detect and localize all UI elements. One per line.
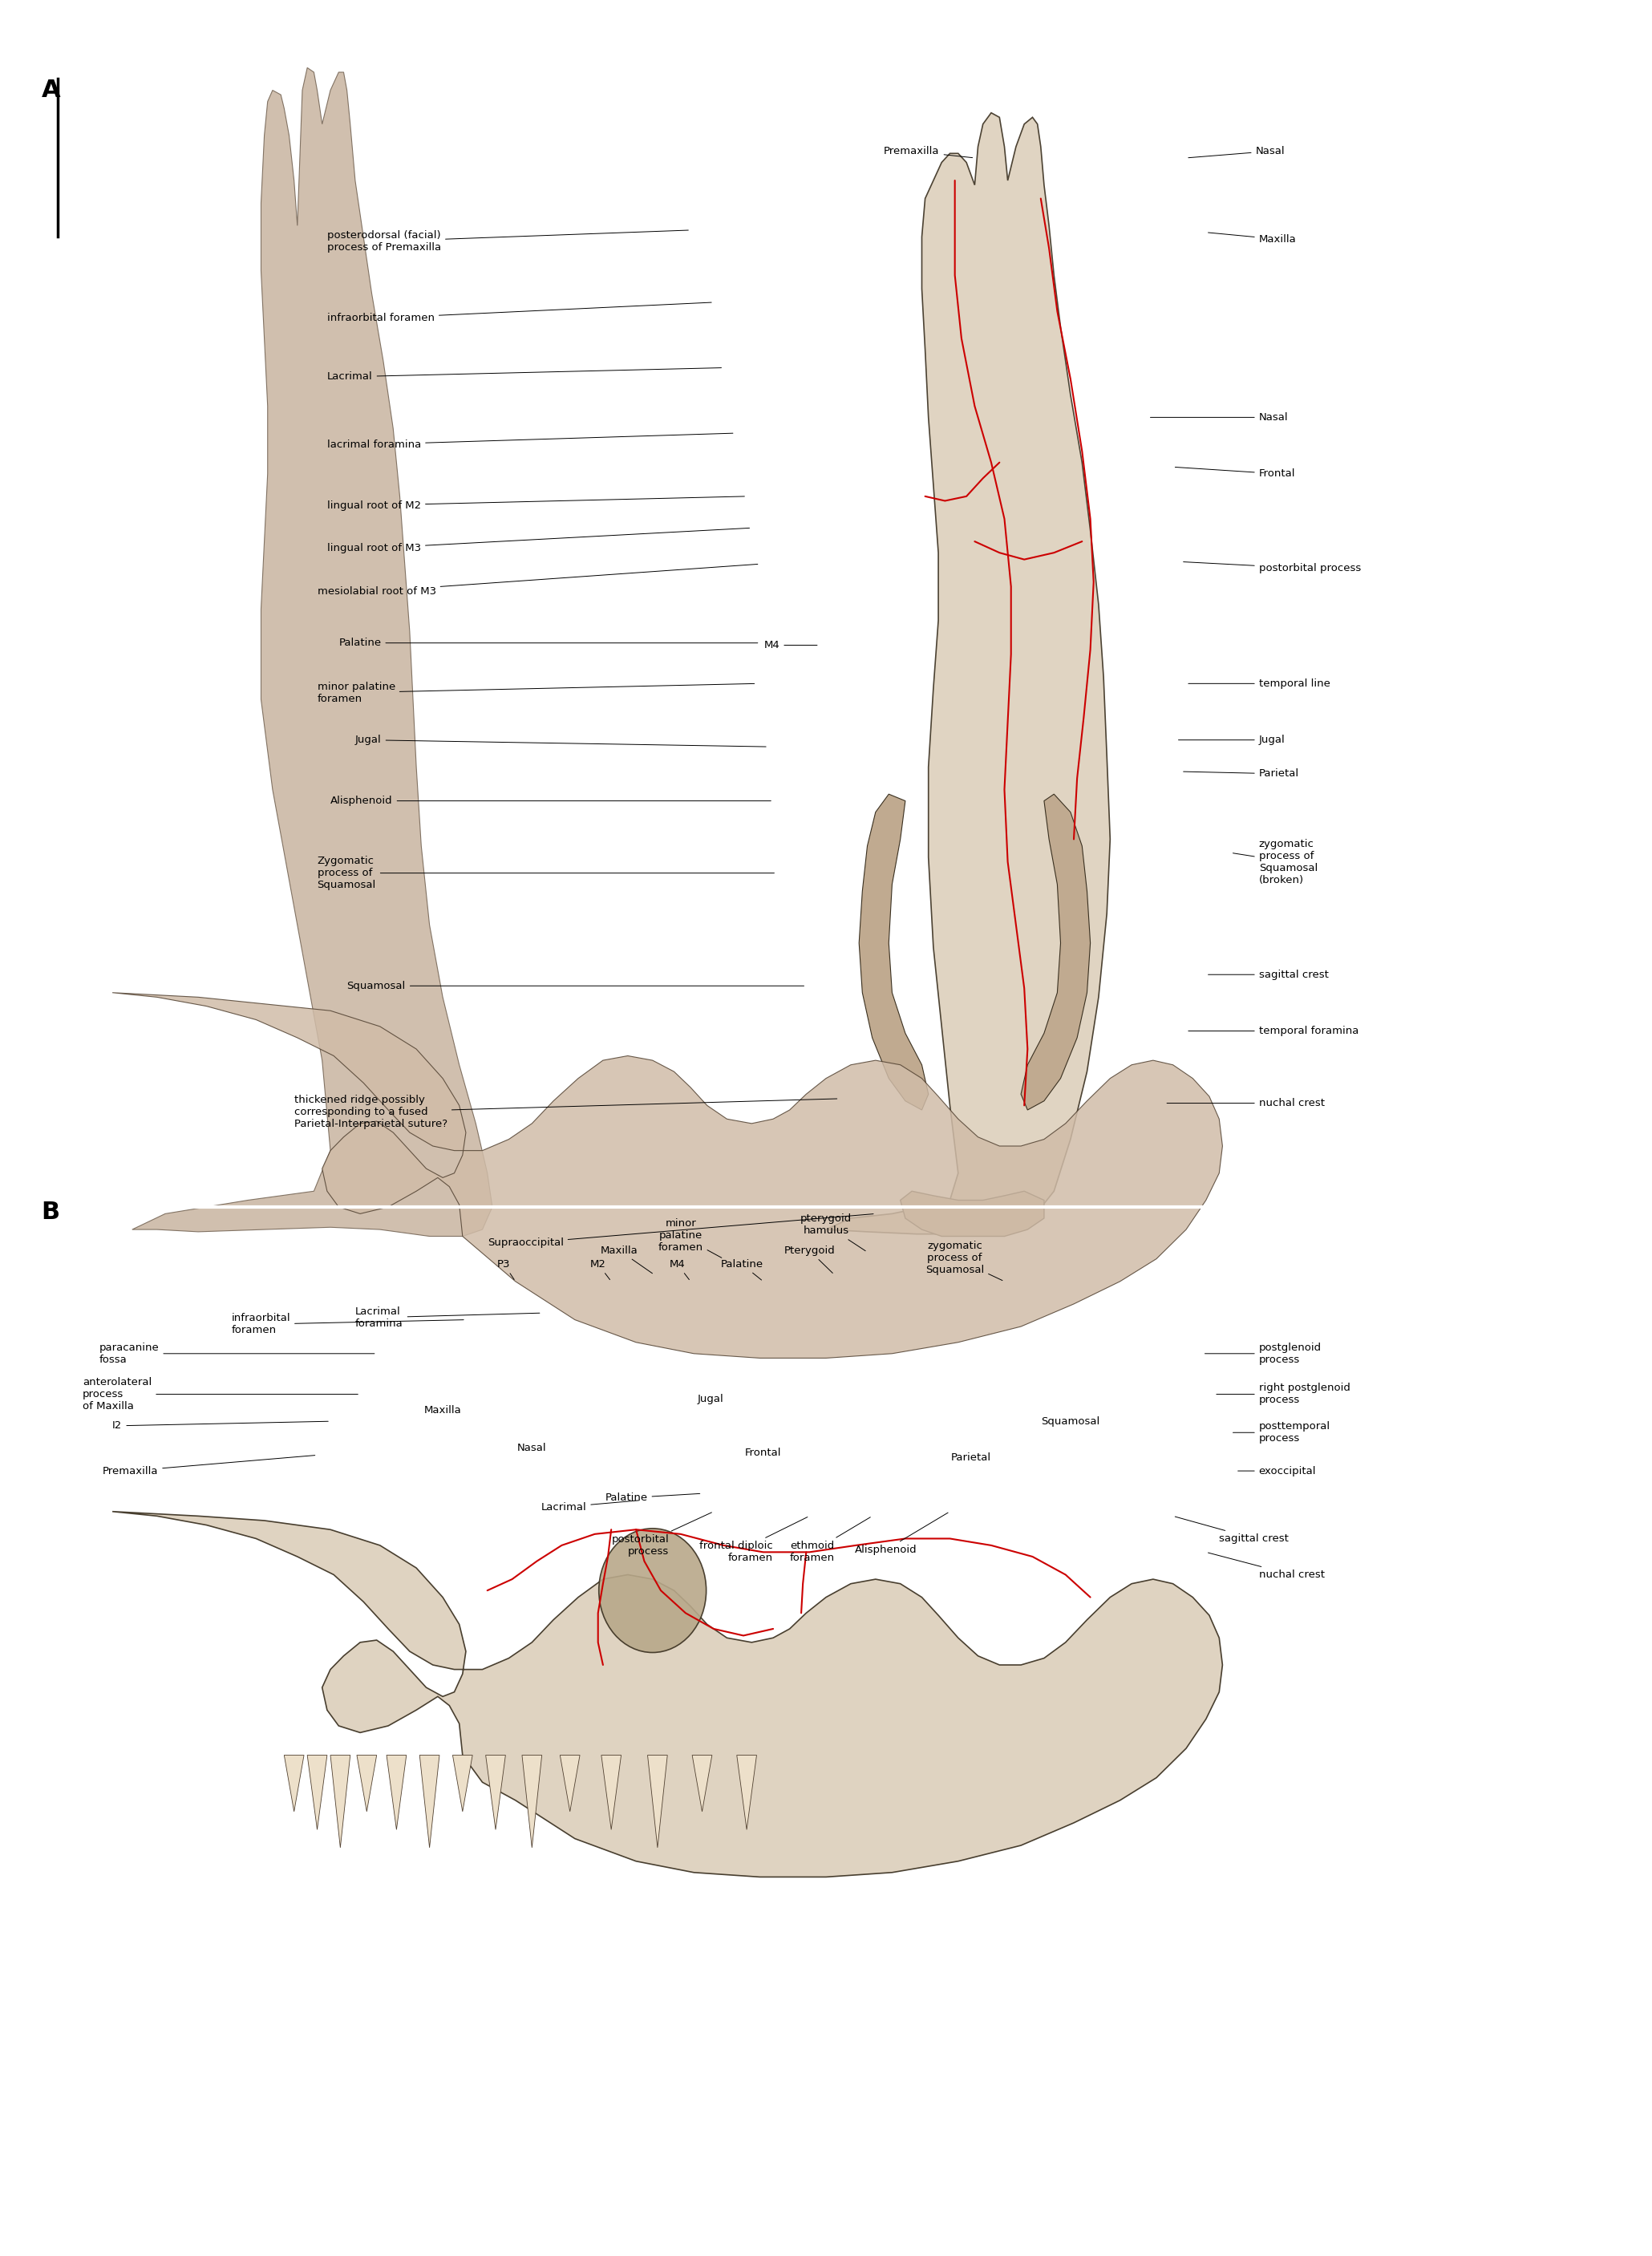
Text: temporal foramina: temporal foramina [1188,1026,1358,1036]
Text: Palatine: Palatine [605,1493,700,1502]
Text: Pterygoid: Pterygoid [785,1245,834,1272]
Text: I2: I2 [112,1421,329,1430]
Text: Jugal: Jugal [697,1394,724,1403]
Text: mesiolabial root of M3: mesiolabial root of M3 [317,564,758,596]
Text: right postglenoid
process: right postglenoid process [1216,1383,1350,1405]
Text: frontal diploic
foramen: frontal diploic foramen [699,1516,808,1563]
Text: Lacrimal
foramina: Lacrimal foramina [355,1306,540,1329]
Polygon shape [560,1755,580,1812]
Text: exoccipital: exoccipital [1237,1466,1317,1475]
Polygon shape [1021,794,1090,1110]
Text: M2: M2 [590,1259,610,1279]
Polygon shape [900,1191,1044,1236]
Text: Nasal: Nasal [1188,147,1285,158]
Text: infraorbital foramen: infraorbital foramen [327,302,712,323]
Polygon shape [387,1755,406,1830]
Text: infraorbital
foramen: infraorbital foramen [231,1313,464,1336]
Text: lingual root of M3: lingual root of M3 [327,528,750,553]
Text: postglenoid
process: postglenoid process [1204,1342,1322,1365]
Text: Squamosal: Squamosal [347,981,805,990]
Text: minor
palatine
foramen: minor palatine foramen [657,1218,722,1259]
Polygon shape [112,1512,1222,1877]
Polygon shape [522,1755,542,1848]
Text: paracanine
fossa: paracanine fossa [99,1342,375,1365]
Text: Jugal: Jugal [1178,735,1285,744]
Text: Parietal: Parietal [952,1453,991,1462]
Polygon shape [420,1755,439,1848]
Text: Alisphenoid: Alisphenoid [330,796,771,805]
Text: Jugal: Jugal [355,735,767,747]
Text: A: A [41,79,59,102]
Text: sagittal crest: sagittal crest [1175,1516,1289,1543]
Text: B: B [41,1200,59,1223]
Text: Lacrimal: Lacrimal [540,1500,639,1512]
Polygon shape [284,1755,304,1812]
Text: M4: M4 [763,641,818,650]
Polygon shape [737,1755,757,1830]
Text: Alisphenoid: Alisphenoid [854,1514,948,1554]
Text: anterolateral
process
of Maxilla: anterolateral process of Maxilla [83,1376,358,1412]
Text: Frontal: Frontal [1175,467,1295,478]
Text: nuchal crest: nuchal crest [1208,1552,1325,1579]
Text: P3: P3 [497,1259,514,1279]
Text: Nasal: Nasal [1150,413,1289,422]
Text: Nasal: Nasal [517,1444,547,1453]
Polygon shape [601,1755,621,1830]
Text: lingual root of M2: lingual root of M2 [327,496,745,510]
Text: ethmoid
foramen: ethmoid foramen [790,1518,871,1563]
Text: Premaxilla: Premaxilla [102,1455,316,1475]
Text: postorbital process: postorbital process [1183,562,1361,573]
Text: zygomatic
process of
Squamosal
(broken): zygomatic process of Squamosal (broken) [1232,839,1318,884]
Polygon shape [307,1755,327,1830]
Polygon shape [486,1755,506,1830]
Polygon shape [692,1755,712,1812]
Text: Zygomatic
process of
Squamosal: Zygomatic process of Squamosal [317,855,775,891]
Text: lacrimal foramina: lacrimal foramina [327,433,733,449]
Text: Frontal: Frontal [745,1448,781,1457]
Text: Premaxilla: Premaxilla [884,147,973,158]
Text: nuchal crest: nuchal crest [1166,1099,1325,1108]
Text: Palatine: Palatine [339,638,758,647]
Polygon shape [648,1755,667,1848]
Text: Parietal: Parietal [1183,769,1298,778]
Polygon shape [859,794,928,1110]
Ellipse shape [598,1530,707,1651]
Polygon shape [132,68,492,1236]
Text: posttemporal
process: posttemporal process [1232,1421,1330,1444]
Text: Supraoccipital: Supraoccipital [487,1214,874,1248]
Text: sagittal crest: sagittal crest [1208,970,1328,979]
Polygon shape [357,1755,377,1812]
Text: Maxilla: Maxilla [1208,232,1297,244]
Polygon shape [826,113,1110,1234]
Text: temporal line: temporal line [1188,679,1330,688]
Text: posterodorsal (facial)
process of Premaxilla: posterodorsal (facial) process of Premax… [327,230,689,253]
Text: postorbital
process: postorbital process [611,1512,712,1557]
Text: pterygoid
hamulus: pterygoid hamulus [800,1214,866,1250]
Text: Squamosal: Squamosal [1041,1417,1100,1426]
Polygon shape [112,993,1222,1358]
Text: M4: M4 [669,1259,689,1279]
Text: Maxilla: Maxilla [601,1245,653,1272]
Polygon shape [453,1755,472,1812]
Polygon shape [330,1755,350,1848]
Text: zygomatic
process of
Squamosal: zygomatic process of Squamosal [925,1241,1003,1281]
Text: minor palatine
foramen: minor palatine foramen [317,681,755,704]
Text: Maxilla: Maxilla [425,1405,461,1415]
Text: thickened ridge possibly
corresponding to a fused
Parietal-Interparietal suture?: thickened ridge possibly corresponding t… [294,1094,838,1130]
Text: Lacrimal: Lacrimal [327,368,722,381]
Text: Palatine: Palatine [720,1259,763,1279]
